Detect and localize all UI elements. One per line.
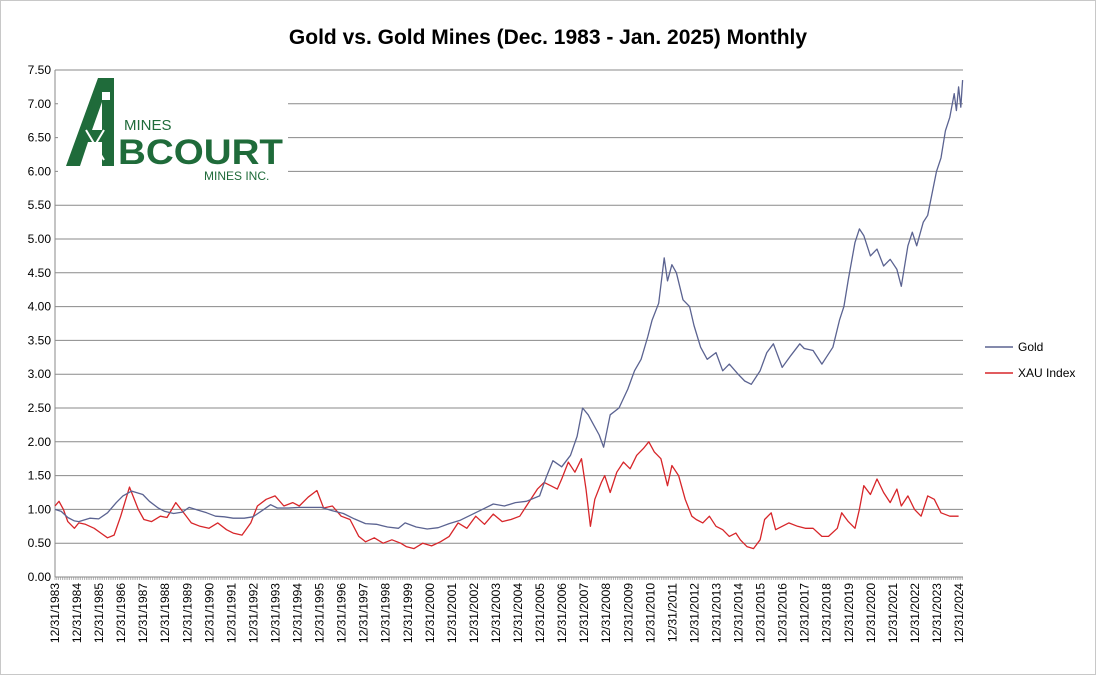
y-tick-label: 2.50 bbox=[28, 401, 52, 415]
x-tick-label: 12/31/2000 bbox=[423, 583, 437, 643]
x-tick-label: 12/31/2010 bbox=[643, 583, 657, 643]
x-tick-label: 12/31/1988 bbox=[158, 583, 172, 643]
x-tick-label: 12/31/2018 bbox=[820, 583, 834, 643]
x-tick-label: 12/31/2020 bbox=[864, 583, 878, 643]
y-tick-label: 7.50 bbox=[28, 63, 52, 77]
x-tick-label: 12/31/1986 bbox=[114, 583, 128, 643]
x-tick-label: 12/31/2001 bbox=[445, 583, 459, 643]
x-tick-label: 12/31/1987 bbox=[136, 583, 150, 643]
x-tick-label: 12/31/2007 bbox=[577, 583, 591, 643]
x-tick-label: 12/31/1990 bbox=[202, 583, 216, 643]
y-tick-label: 0.00 bbox=[28, 570, 52, 584]
x-tick-label: 12/31/1991 bbox=[224, 583, 238, 643]
y-tick-label: 4.50 bbox=[28, 266, 52, 280]
x-tick-label: 12/31/2012 bbox=[687, 583, 701, 643]
x-tick-label: 12/31/2009 bbox=[621, 583, 635, 643]
series-line-xau-index bbox=[54, 441, 959, 550]
chart-title: Gold vs. Gold Mines (Dec. 1983 - Jan. 20… bbox=[289, 26, 807, 49]
legend: Gold XAU Index bbox=[985, 340, 1075, 380]
x-tick-label: 12/31/2024 bbox=[952, 583, 966, 643]
y-axis: 0.00 0.50 1.00 1.50 2.00 2.50 3.00 3.50 4.00 4.50… bbox=[28, 63, 56, 584]
legend-label: Gold bbox=[1018, 340, 1043, 354]
x-tick-label: 12/31/1996 bbox=[335, 583, 349, 643]
x-tick-label: 12/31/1983 bbox=[48, 583, 62, 643]
y-tick-label: 5.50 bbox=[28, 198, 52, 212]
x-tick-label: 12/31/1994 bbox=[291, 583, 305, 643]
y-tick-label: 0.50 bbox=[28, 536, 52, 550]
x-tick-label: 12/31/2019 bbox=[842, 583, 856, 643]
x-tick-label: 12/31/1985 bbox=[92, 583, 106, 643]
y-tick-label: 3.00 bbox=[28, 367, 52, 381]
x-tick-label: 12/31/2006 bbox=[555, 583, 569, 643]
x-tick-label: 12/31/2008 bbox=[599, 583, 613, 643]
x-axis: 12/31/1983 12/31/1984 12/31/1985 12/31/1986… bbox=[48, 576, 966, 643]
y-tick-label: 1.50 bbox=[28, 469, 52, 483]
series-line-gold bbox=[54, 80, 964, 530]
x-tick-label: 12/31/1998 bbox=[379, 583, 393, 643]
x-tick-label: 12/31/1993 bbox=[268, 583, 282, 643]
y-tick-label: 4.00 bbox=[28, 300, 52, 314]
logo-main-text: BCOURT bbox=[118, 133, 283, 172]
x-tick-label: 12/31/1997 bbox=[357, 583, 371, 643]
x-tick-label: 12/31/1984 bbox=[70, 583, 84, 643]
x-tick-label: 12/31/1995 bbox=[313, 583, 327, 643]
grid-lines bbox=[55, 69, 963, 578]
x-tick-label: 12/31/1999 bbox=[401, 583, 415, 643]
y-tick-label: 3.50 bbox=[28, 333, 52, 347]
logo-bottom-text: MINES INC. bbox=[204, 169, 269, 183]
legend-label: XAU Index bbox=[1018, 366, 1075, 380]
y-tick-label: 6.00 bbox=[28, 164, 52, 178]
x-tick-label: 12/31/2005 bbox=[533, 583, 547, 643]
x-tick-label: 12/31/1992 bbox=[246, 583, 260, 643]
y-tick-label: 6.50 bbox=[28, 131, 52, 145]
x-tick-label: 12/31/2011 bbox=[665, 583, 679, 642]
abcourt-logo-mark: MINES BCOURT MINES INC. bbox=[66, 78, 283, 183]
x-tick-label: 12/31/1989 bbox=[180, 583, 194, 643]
x-tick-label: 12/31/2023 bbox=[930, 583, 944, 643]
x-tick-label: 12/31/2017 bbox=[798, 583, 812, 643]
x-tick-label: 12/31/2013 bbox=[709, 583, 723, 643]
y-tick-label: 1.00 bbox=[28, 502, 52, 516]
x-tick-label: 12/31/2004 bbox=[511, 583, 525, 643]
company-logo: MINES BCOURT MINES INC. bbox=[58, 72, 288, 184]
x-tick-label: 12/31/2016 bbox=[776, 583, 790, 643]
x-tick-label: 12/31/2021 bbox=[886, 583, 900, 643]
y-tick-label: 2.00 bbox=[28, 435, 52, 449]
x-tick-label: 12/31/2003 bbox=[489, 583, 503, 643]
x-tick-label: 12/31/2022 bbox=[908, 583, 922, 643]
logo-top-text: MINES bbox=[124, 117, 172, 134]
y-tick-label: 5.00 bbox=[28, 232, 52, 246]
series-lines bbox=[54, 80, 964, 550]
x-tick-label: 12/31/2014 bbox=[732, 583, 746, 643]
y-tick-label: 7.00 bbox=[28, 97, 52, 111]
x-tick-label: 12/31/2002 bbox=[467, 583, 481, 643]
x-tick-label: 12/31/2015 bbox=[754, 583, 768, 643]
